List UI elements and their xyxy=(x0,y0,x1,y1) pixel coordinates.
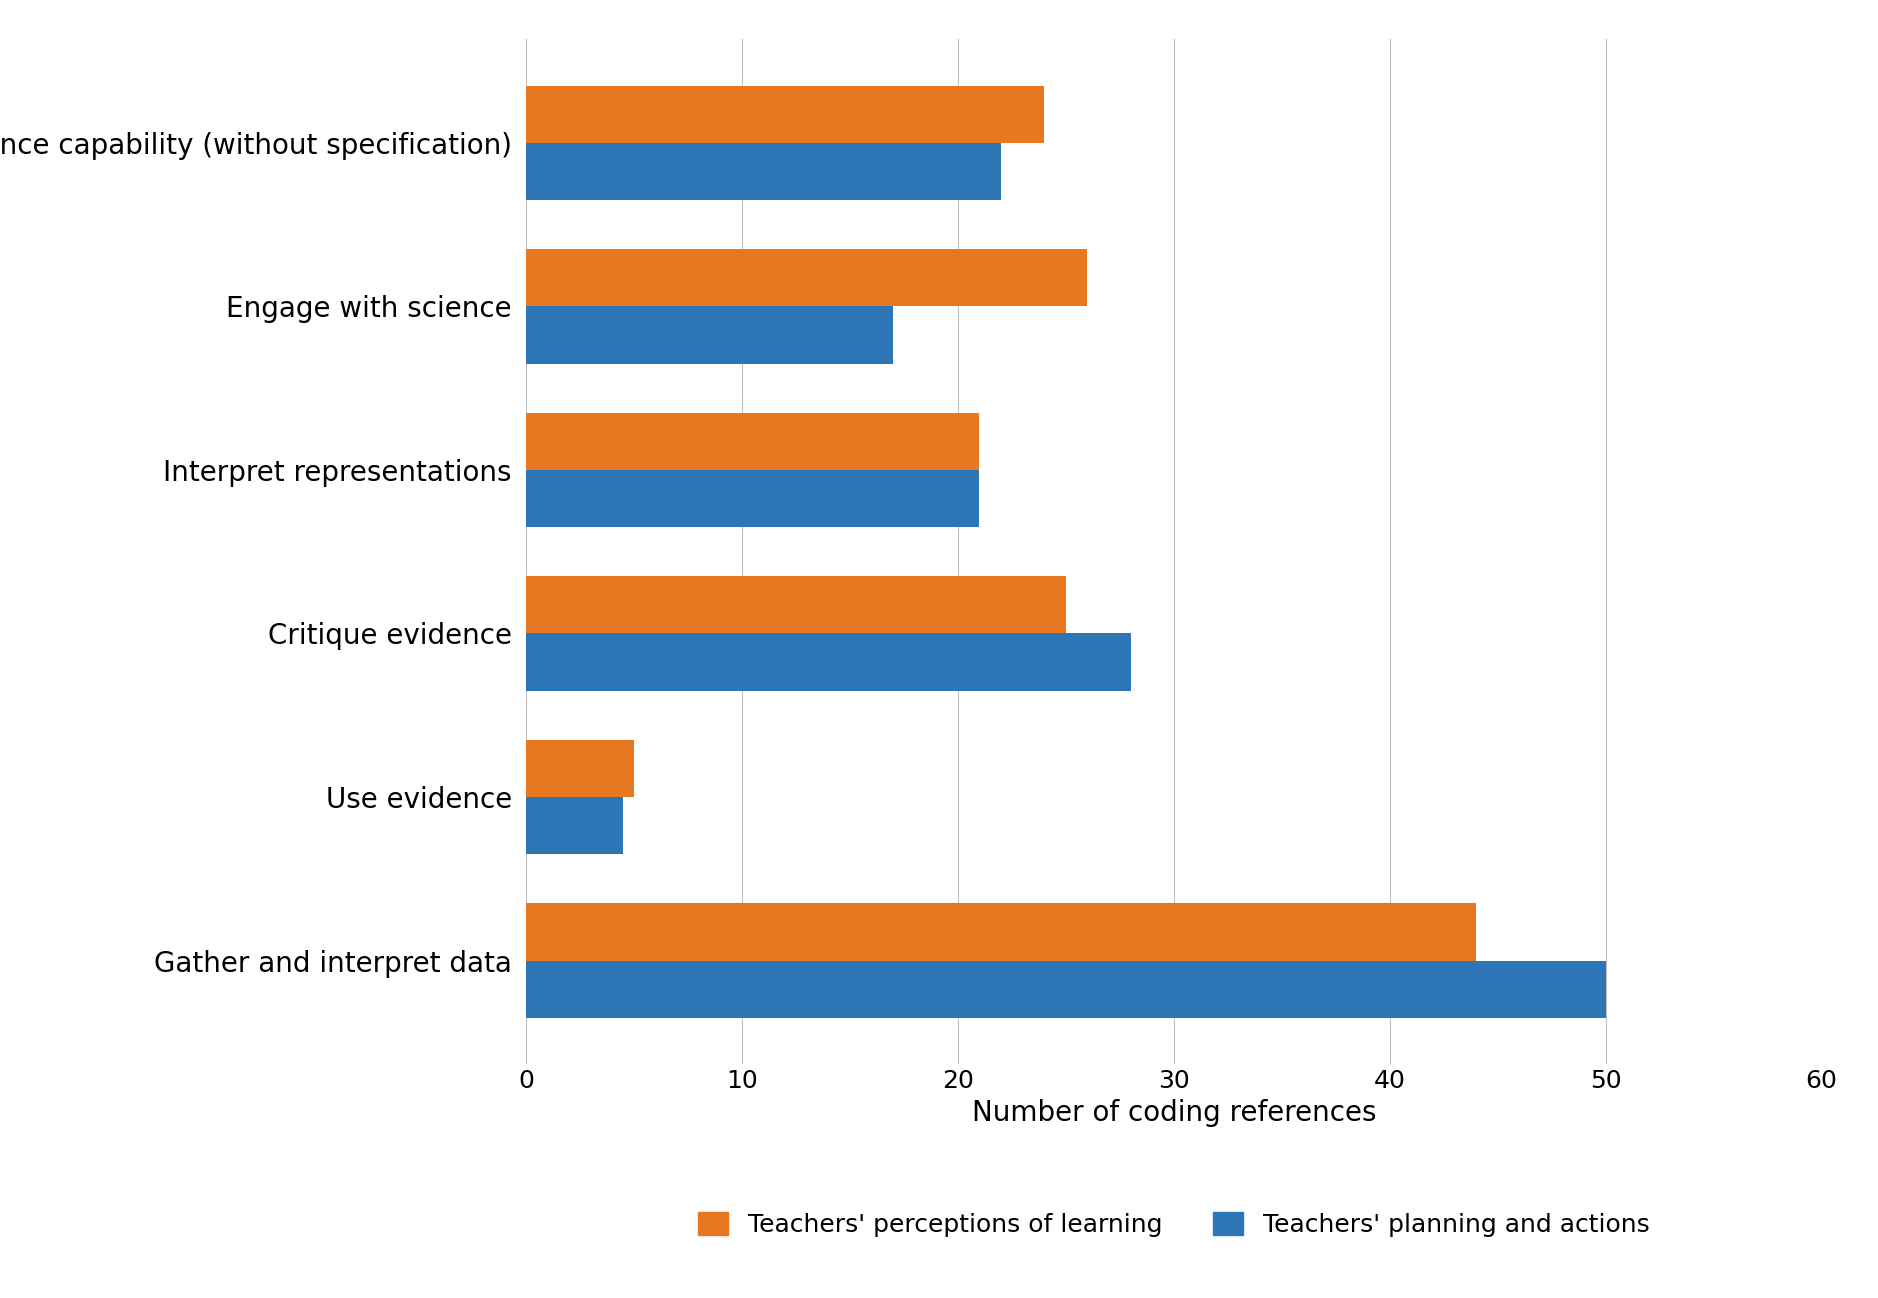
Bar xyxy=(526,86,1044,143)
Bar xyxy=(526,306,894,363)
Bar xyxy=(526,961,1606,1018)
Bar xyxy=(526,470,980,527)
Legend: Teachers' perceptions of learning, Teachers' planning and actions: Teachers' perceptions of learning, Teach… xyxy=(685,1199,1662,1250)
Bar xyxy=(526,903,1476,961)
Bar xyxy=(526,740,635,797)
Bar xyxy=(526,576,1067,633)
Bar xyxy=(526,143,1001,200)
Bar xyxy=(526,633,1131,691)
Bar xyxy=(526,249,1087,306)
Bar xyxy=(526,413,980,470)
Bar xyxy=(526,797,623,854)
X-axis label: Number of coding references: Number of coding references xyxy=(971,1099,1377,1127)
